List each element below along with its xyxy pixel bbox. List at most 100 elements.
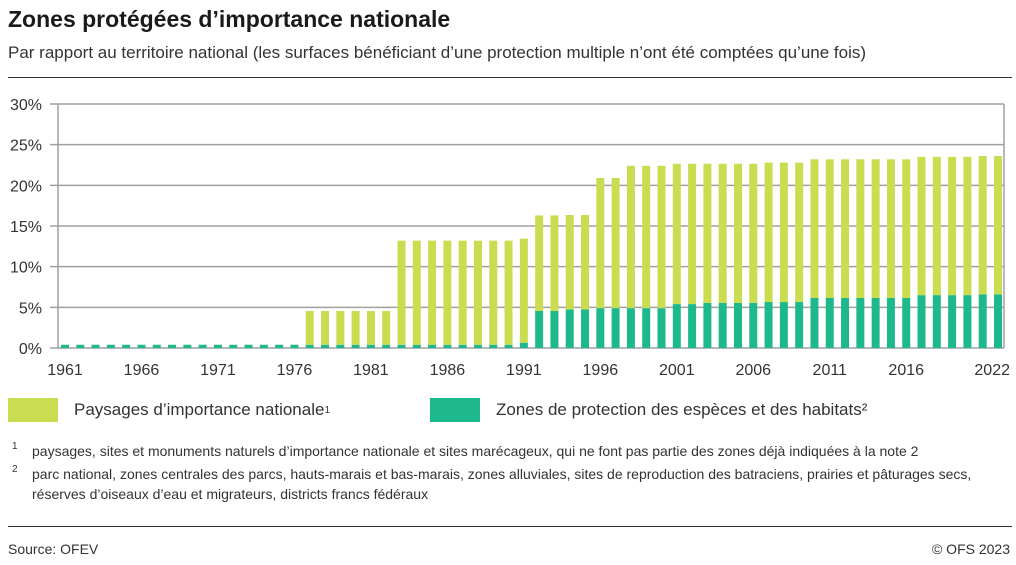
- bar-landscapes: [626, 165, 635, 309]
- bar-landscapes: [703, 163, 712, 303]
- bar-species-habitats: [565, 309, 574, 348]
- bar-landscapes: [305, 310, 314, 345]
- bar-landscapes: [978, 156, 987, 295]
- bar-landscapes: [733, 163, 742, 303]
- footnote-1: 1 paysages, sites et monuments naturels …: [12, 441, 1012, 461]
- bar-species-habitats: [810, 297, 819, 348]
- bar-species-habitats: [183, 344, 192, 348]
- bar-species-habitats: [152, 344, 161, 348]
- bar-landscapes: [718, 163, 727, 303]
- bar-species-habitats: [535, 310, 544, 348]
- page-subtitle: Par rapport au territoire national (les …: [8, 43, 867, 62]
- bottom-divider: [8, 526, 1012, 527]
- bar-landscapes: [565, 215, 574, 310]
- bar-species-habitats: [122, 344, 131, 348]
- bar-landscapes: [382, 310, 391, 345]
- bar-species-habitats: [137, 344, 146, 348]
- bar-species-habitats: [871, 297, 880, 348]
- bar-species-habitats: [596, 308, 605, 348]
- bar-species-habitats: [795, 302, 804, 348]
- x-tick-label: 2001: [659, 362, 695, 379]
- x-tick-label: 2022: [974, 362, 1010, 379]
- bar-species-habitats: [61, 344, 69, 348]
- bar-landscapes: [994, 156, 1002, 295]
- bar-landscapes: [412, 240, 421, 345]
- bar-landscapes: [519, 238, 528, 343]
- bar-species-habitats: [886, 297, 895, 348]
- bar-landscapes: [581, 215, 590, 310]
- bar-species-habitats: [978, 294, 987, 348]
- bar-landscapes: [535, 215, 544, 311]
- bar-species-habitats: [749, 302, 758, 348]
- x-tick-label: 1961: [47, 362, 83, 379]
- copyright-text: © OFS 2023: [931, 541, 1010, 557]
- bar-landscapes: [917, 156, 926, 296]
- bar-species-habitats: [519, 342, 528, 348]
- y-tick-label: 15%: [10, 219, 42, 236]
- legend-footnote-ref: 1: [324, 404, 330, 416]
- bar-species-habitats: [841, 297, 850, 348]
- stacked-bar-chart: 0% 5% 10% 15% 20% 25% 30% 1961 1966 1971 1976 1981 1…: [10, 97, 1010, 379]
- bar-landscapes: [611, 178, 620, 309]
- bar-landscapes: [948, 156, 957, 296]
- y-tick-label: 10%: [10, 260, 42, 277]
- bar-landscapes: [489, 240, 498, 345]
- x-tick-label: 1966: [124, 362, 160, 379]
- footnote-number: 2: [12, 464, 18, 475]
- y-tick-label: 20%: [10, 178, 42, 195]
- bar-landscapes: [749, 163, 758, 303]
- bar-species-habitats: [718, 302, 727, 348]
- bar-species-habitats: [443, 344, 452, 348]
- y-tick-label: 30%: [10, 97, 42, 114]
- bar-landscapes: [963, 156, 972, 296]
- bar-species-habitats: [458, 344, 467, 348]
- bar-landscapes: [841, 159, 850, 298]
- bar-landscapes: [596, 178, 605, 309]
- bar-landscapes: [504, 240, 513, 345]
- bar-species-habitats: [825, 297, 834, 348]
- y-tick-label: 0%: [19, 341, 42, 358]
- bar-landscapes: [902, 159, 911, 298]
- y-tick-label: 5%: [19, 300, 42, 317]
- bar-species-habitats: [305, 344, 314, 348]
- bar-species-habitats: [504, 344, 513, 348]
- bar-species-habitats: [198, 344, 207, 348]
- bar-species-habitats: [473, 344, 482, 348]
- bar-species-habitats: [366, 344, 375, 348]
- bar-species-habitats: [91, 344, 100, 348]
- bar-landscapes: [473, 240, 482, 345]
- bar-species-habitats: [229, 344, 238, 348]
- bar-species-habitats: [642, 308, 651, 348]
- bar-species-habitats: [672, 304, 681, 348]
- x-tick-label: 1976: [277, 362, 313, 379]
- bar-landscapes: [550, 215, 559, 311]
- bar-species-habitats: [76, 344, 85, 348]
- footnote-number: 1: [12, 441, 18, 452]
- bar-species-habitats: [733, 302, 742, 348]
- bar-landscapes: [932, 156, 941, 296]
- bar-landscapes: [428, 240, 437, 345]
- legend-swatch-species: [430, 398, 480, 422]
- bar-landscapes: [856, 159, 865, 298]
- legend-item-landscapes: Paysages d’importance nationale 1: [8, 398, 330, 422]
- bar-species-habitats: [779, 302, 788, 348]
- x-tick-label: 2011: [813, 362, 848, 379]
- legend-swatch-landscapes: [8, 398, 58, 422]
- bar-landscapes: [672, 163, 681, 305]
- x-tick-label: 1986: [430, 362, 466, 379]
- x-tick-label: 1991: [506, 362, 542, 379]
- bar-landscapes: [795, 162, 804, 303]
- bar-landscapes: [321, 310, 330, 345]
- bar-species-habitats: [948, 295, 957, 348]
- bar-species-habitats: [902, 297, 911, 348]
- bar-species-habitats: [611, 308, 620, 348]
- bar-species-habitats: [994, 294, 1002, 348]
- bar-species-habitats: [213, 344, 222, 348]
- bar-landscapes: [810, 159, 819, 298]
- footnote-2: 2 parc national, zones centrales des par…: [12, 464, 1012, 504]
- bar-species-habitats: [917, 295, 926, 348]
- bar-landscapes: [351, 310, 360, 345]
- x-tick-label: 1971: [200, 362, 236, 379]
- bar-species-habitats: [963, 295, 972, 348]
